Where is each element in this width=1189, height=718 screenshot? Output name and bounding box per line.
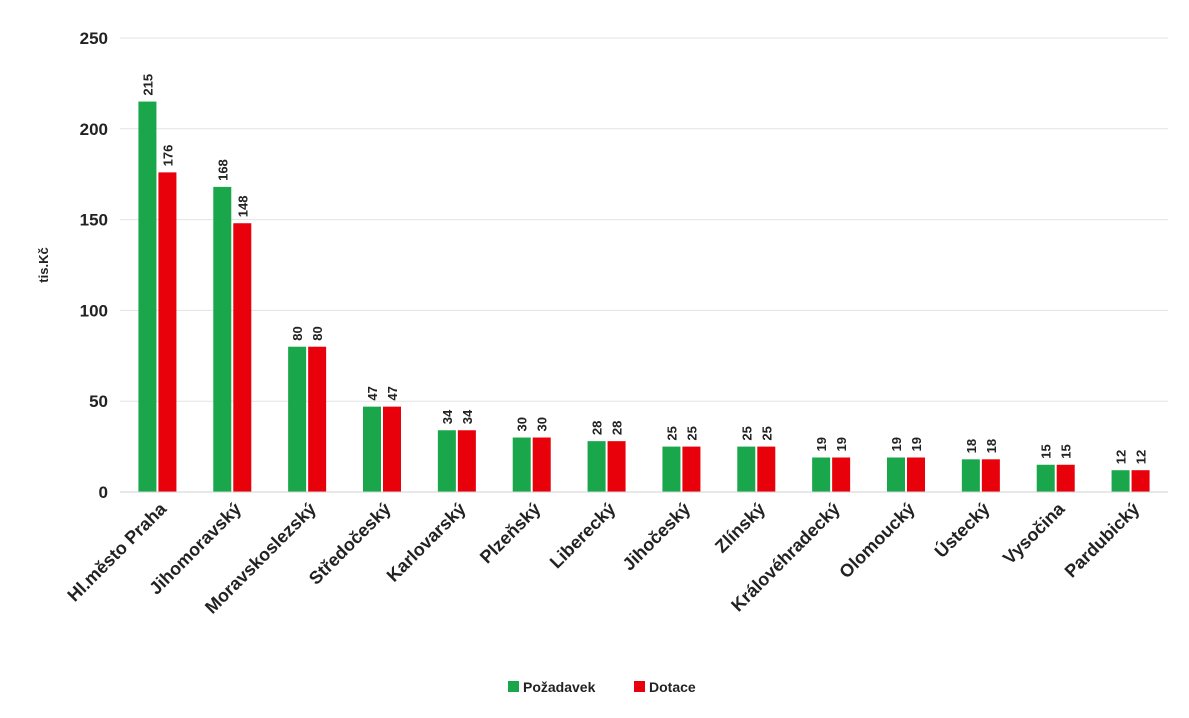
value-label: 12: [1134, 450, 1149, 464]
bar-pozadavek: [1111, 470, 1130, 492]
y-tick-label: 250: [80, 29, 108, 48]
value-labels: 215 176 168 148 80 80 47 47 34 34 30 30 28 28 25 25 25 25…: [140, 74, 1148, 464]
x-category-label: Olomoucký: [835, 499, 918, 582]
value-label: 47: [365, 386, 380, 400]
bar-pozadavek: [812, 457, 831, 492]
bar-dotace: [832, 457, 851, 492]
value-label: 168: [215, 159, 230, 181]
x-category-label: Pardubický: [1061, 499, 1144, 582]
bar-pozadavek: [737, 446, 756, 492]
value-label: 18: [964, 439, 979, 453]
bar-pozadavek: [512, 437, 531, 492]
bar-dotace: [532, 437, 551, 492]
value-label: 19: [814, 437, 829, 451]
value-label: 176: [160, 145, 175, 167]
value-label: 215: [140, 74, 155, 96]
bar-dotace: [1056, 464, 1075, 492]
bar-dotace: [907, 457, 925, 492]
bar-dotace: [158, 172, 177, 492]
value-label: 25: [664, 426, 679, 440]
bar-pozadavek: [213, 186, 232, 493]
bar-dotace: [981, 459, 1000, 492]
value-label: 30: [535, 417, 550, 431]
legend-swatch: [634, 681, 645, 692]
legend-label: Požadavek: [523, 679, 596, 695]
x-category-label: Karlovarský: [383, 499, 470, 586]
value-label: 12: [1114, 450, 1129, 464]
value-label: 15: [1059, 444, 1074, 458]
value-label: 25: [739, 426, 754, 440]
bar-pozadavek: [961, 459, 980, 492]
y-tick-label: 200: [80, 120, 108, 139]
legend: Požadavek Dotace: [508, 679, 696, 695]
bar-pozadavek: [887, 457, 905, 492]
value-label: 25: [759, 426, 774, 440]
y-tick-label: 150: [80, 211, 108, 230]
y-tick-label: 100: [80, 301, 108, 320]
gridlines: [120, 37, 1168, 402]
bar-dotace: [383, 406, 401, 492]
value-label: 18: [984, 439, 999, 453]
y-tick-label: 50: [89, 392, 108, 411]
bar-pozadavek: [662, 446, 681, 492]
x-category-label: Jihočeský: [619, 499, 695, 575]
y-axis-title: tis.Kč: [36, 247, 51, 282]
bar-dotace: [757, 446, 776, 492]
bar-pozadavek: [363, 406, 381, 492]
bar-pozadavek: [1036, 464, 1055, 492]
value-label: 80: [310, 326, 325, 340]
legend-swatch: [508, 681, 519, 692]
y-tick-label: 0: [99, 483, 108, 502]
value-label: 15: [1039, 444, 1054, 458]
bar-dotace: [607, 441, 626, 492]
x-category-label: Vysočina: [999, 498, 1069, 568]
bar-pozadavek: [138, 101, 157, 492]
bar-dotace: [1131, 470, 1150, 492]
value-label: 19: [909, 437, 924, 451]
bar-pozadavek: [288, 346, 307, 492]
value-label: 19: [889, 437, 904, 451]
x-category-label: Ústecký: [930, 498, 994, 562]
bar-dotace: [457, 430, 476, 492]
bar-dotace: [308, 346, 327, 492]
value-label: 19: [834, 437, 849, 451]
value-label: 80: [290, 326, 305, 340]
value-label: 28: [610, 421, 625, 435]
value-label: 34: [440, 409, 455, 424]
bar-pozadavek: [437, 430, 456, 492]
value-label: 25: [684, 426, 699, 440]
value-label: 28: [590, 421, 605, 435]
value-label: 30: [515, 417, 530, 431]
x-category-label: Zlínský: [711, 499, 769, 557]
legend-label: Dotace: [649, 679, 696, 695]
x-category-label: Plzeňský: [476, 499, 545, 568]
value-label: 47: [385, 386, 400, 400]
value-label: 148: [235, 196, 250, 218]
x-category-label: Liberecký: [546, 499, 620, 573]
bar-pozadavek: [587, 441, 606, 492]
bar-dotace: [682, 446, 701, 492]
bars: [138, 101, 1150, 493]
value-label: 34: [460, 409, 475, 424]
bar-dotace: [233, 223, 252, 492]
